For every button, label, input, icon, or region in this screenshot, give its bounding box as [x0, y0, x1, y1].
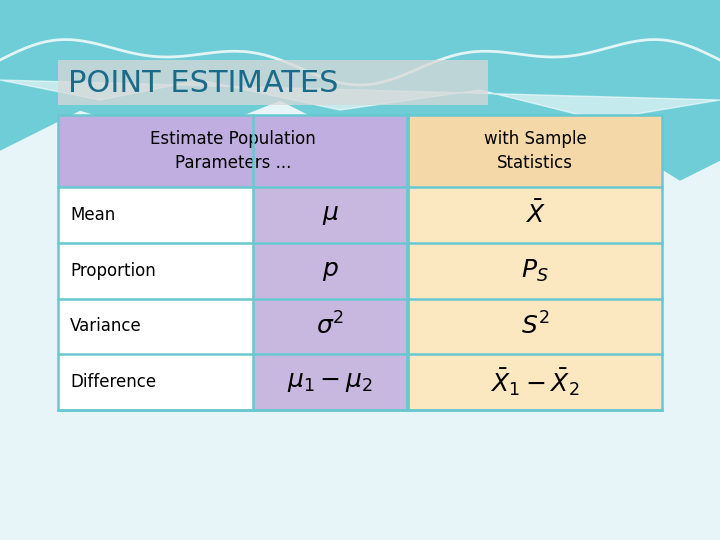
Bar — [58, 115, 408, 187]
Bar — [253, 187, 408, 243]
Bar — [58, 243, 253, 299]
Text: Estimate Population
Parameters ...: Estimate Population Parameters ... — [150, 130, 316, 172]
Text: $P_S$: $P_S$ — [521, 258, 549, 284]
Text: $p$: $p$ — [322, 259, 339, 282]
Polygon shape — [0, 80, 720, 120]
Bar — [408, 187, 662, 243]
Text: Variance: Variance — [70, 318, 142, 335]
Bar — [253, 354, 408, 410]
Polygon shape — [400, 0, 720, 110]
Bar — [253, 243, 408, 299]
Text: with Sample
Statistics: with Sample Statistics — [484, 130, 586, 172]
Bar — [408, 115, 662, 187]
Text: Mean: Mean — [70, 206, 115, 224]
Bar — [408, 243, 662, 299]
Text: Difference: Difference — [70, 373, 156, 391]
Bar — [408, 299, 662, 354]
Text: Proportion: Proportion — [70, 261, 156, 280]
Bar — [58, 354, 253, 410]
Bar — [58, 115, 662, 410]
Text: $\sigma^2$: $\sigma^2$ — [316, 313, 345, 340]
Text: $\mu_1 - \mu_2$: $\mu_1 - \mu_2$ — [287, 370, 374, 394]
Bar — [253, 299, 408, 354]
FancyBboxPatch shape — [58, 60, 488, 105]
Bar — [58, 299, 253, 354]
Polygon shape — [0, 0, 720, 180]
Text: $\bar{X}$: $\bar{X}$ — [525, 201, 545, 228]
Bar — [408, 354, 662, 410]
Text: $S^2$: $S^2$ — [521, 313, 549, 340]
Bar — [58, 187, 253, 243]
Text: POINT ESTIMATES: POINT ESTIMATES — [68, 69, 338, 98]
Text: $\mu$: $\mu$ — [322, 203, 339, 227]
Text: $\bar{X}_1 - \bar{X}_2$: $\bar{X}_1 - \bar{X}_2$ — [490, 367, 580, 398]
